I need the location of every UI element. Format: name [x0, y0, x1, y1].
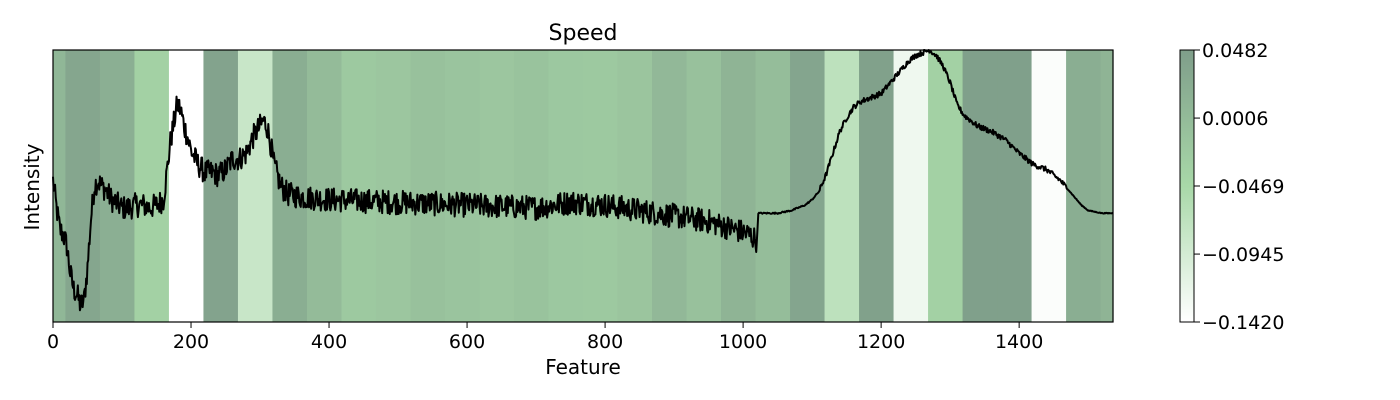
band-2 — [99, 50, 136, 322]
background-bands — [53, 50, 1114, 322]
x-tick-label: 200 — [173, 331, 209, 353]
x-tick-label: 1200 — [857, 331, 905, 353]
band-8 — [306, 50, 343, 322]
band-5 — [203, 50, 239, 322]
colorbar-tick-label: 0.0006 — [1202, 108, 1268, 130]
band-21 — [755, 50, 791, 322]
band-3 — [134, 50, 170, 322]
band-18 — [652, 50, 688, 322]
band-31 — [1100, 50, 1114, 322]
band-25 — [893, 50, 929, 322]
band-4 — [168, 50, 205, 322]
band-14 — [513, 50, 550, 322]
band-6 — [237, 50, 274, 322]
colorbar-ticks: 0.0482 0.0006 −0.0469 −0.0945 −0.1420 — [1194, 40, 1284, 334]
band-22 — [790, 50, 826, 322]
colorbar-tick-label: −0.0945 — [1202, 244, 1284, 266]
band-12 — [444, 50, 481, 322]
band-10 — [375, 50, 412, 322]
signal-line — [52, 49, 1114, 312]
colorbar-tick-label: −0.0469 — [1202, 176, 1284, 198]
x-axis: 0 200 400 600 800 1000 1200 1400 — [47, 322, 1043, 353]
band-17 — [617, 50, 653, 322]
colorbar — [1179, 49, 1195, 323]
band-26 — [928, 50, 964, 322]
x-tick-label: 1400 — [995, 331, 1043, 353]
chart-title: Speed — [549, 21, 618, 46]
x-axis-label: Feature — [545, 355, 621, 379]
band-19 — [686, 50, 722, 322]
band-23 — [824, 50, 860, 322]
band-11 — [410, 50, 446, 322]
band-27 — [962, 50, 998, 322]
x-tick-label: 400 — [311, 331, 347, 353]
x-tick-label: 800 — [587, 331, 623, 353]
band-15 — [548, 50, 584, 322]
x-tick-label: 600 — [449, 331, 485, 353]
band-9 — [341, 50, 377, 322]
x-tick-label: 0 — [47, 331, 59, 353]
band-29 — [1031, 50, 1067, 322]
colorbar-tick-label: 0.0482 — [1202, 40, 1268, 62]
colorbar-tick-label: −0.1420 — [1202, 312, 1284, 334]
band-28 — [997, 50, 1033, 322]
band-20 — [721, 50, 757, 322]
band-0 — [53, 50, 67, 322]
y-axis-label: Intensity — [20, 143, 44, 230]
plot-frame — [52, 49, 1114, 323]
band-13 — [479, 50, 515, 322]
band-16 — [583, 50, 619, 322]
band-30 — [1066, 50, 1102, 322]
x-tick-label: 1000 — [719, 331, 767, 353]
band-24 — [859, 50, 895, 322]
